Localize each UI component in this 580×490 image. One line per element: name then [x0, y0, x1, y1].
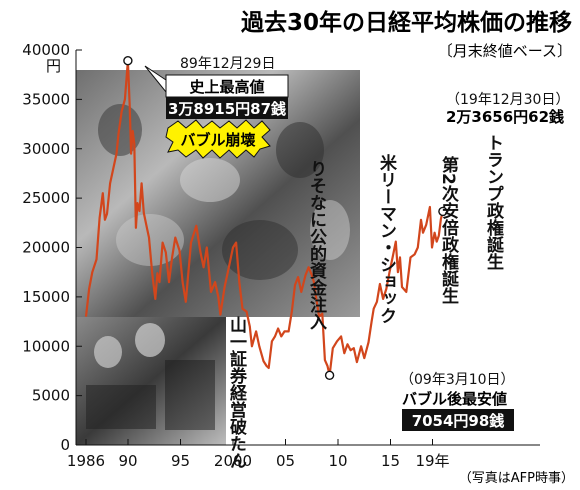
- y-tick-label: 5000: [32, 387, 70, 405]
- peak-value: 3万8915円87銭: [168, 100, 286, 118]
- y-tick-label: 0: [60, 436, 70, 454]
- series-line-nikkei: [84, 59, 444, 377]
- peak-date: 89年12月29日: [180, 56, 275, 72]
- marker-low: [324, 370, 335, 381]
- chart-subtitle: 〔月末終値ベース〕: [438, 42, 572, 60]
- y-tick-label: 20000: [22, 239, 70, 257]
- y-tick-label: 15000: [22, 288, 70, 306]
- latest-date: （19年12月30日）: [446, 92, 569, 108]
- x-tick-label: 95: [171, 452, 190, 470]
- y-tick-label: 25000: [22, 189, 70, 207]
- bubble-label: バブル崩壊: [180, 131, 255, 149]
- latest-value: 2万3656円62銭: [446, 108, 564, 126]
- x-tick-label: 1986: [67, 452, 105, 470]
- y-tick-label: 30000: [22, 140, 70, 158]
- event-resona: りそなに公的資金注入: [306, 160, 328, 330]
- low-label: バブル後最安値: [402, 390, 507, 408]
- event-abe: 第2次安倍政権誕生: [438, 155, 459, 304]
- label-lehman: 米リーマン・ショック: [376, 153, 397, 324]
- photo-credit: （写真はAFP時事）: [459, 471, 574, 486]
- y-unit-label: 円: [46, 57, 61, 75]
- y-tick-label: 35000: [22, 90, 70, 108]
- x-tick-label: 19年: [415, 452, 449, 470]
- y-tick-label: 10000: [22, 337, 70, 355]
- y-axis: 0 5000 10000 15000 20000 25000 30000 35000 40000: [22, 41, 82, 454]
- bubble-callout: バブル崩壊: [165, 119, 271, 159]
- x-tick-label: 05: [276, 452, 295, 470]
- press-conference-photo: [76, 317, 226, 445]
- label-resona: りそなに公的資金注入: [306, 160, 328, 330]
- x-axis: 1986 90 95 2000 05 10 15 19年: [67, 439, 540, 470]
- event-lehman: 米リーマン・ショック: [376, 153, 397, 324]
- peak-annotation: 89年12月29日 史上最高値 3万8915円87銭: [144, 56, 289, 119]
- x-tick-label: 10: [328, 452, 347, 470]
- event-yamaichi: 山一証券経営破たん: [226, 316, 248, 469]
- label-trump: トランプ政権誕生: [483, 134, 504, 270]
- x-tick-label: 15: [381, 452, 400, 470]
- x-tick-label: 90: [118, 452, 137, 470]
- peak-label: 史上最高値: [189, 78, 264, 96]
- chart-title: 過去30年の日経平均株価の推移: [241, 9, 572, 36]
- label-yamaichi: 山一証券経営破たん: [226, 316, 248, 469]
- low-date: （09年3月10日）: [400, 372, 515, 388]
- x-tick-label: 2000: [214, 452, 252, 470]
- low-annotation: （09年3月10日） バブル後最安値 7054円98銭: [400, 372, 515, 431]
- marker-latest: [438, 206, 448, 217]
- event-trump: トランプ政権誕生: [483, 134, 504, 270]
- marker-peak: [123, 56, 133, 66]
- low-value: 7054円98銭: [412, 412, 505, 430]
- y-tick-label: 40000: [22, 41, 70, 59]
- label-abe: 第2次安倍政権誕生: [438, 155, 459, 304]
